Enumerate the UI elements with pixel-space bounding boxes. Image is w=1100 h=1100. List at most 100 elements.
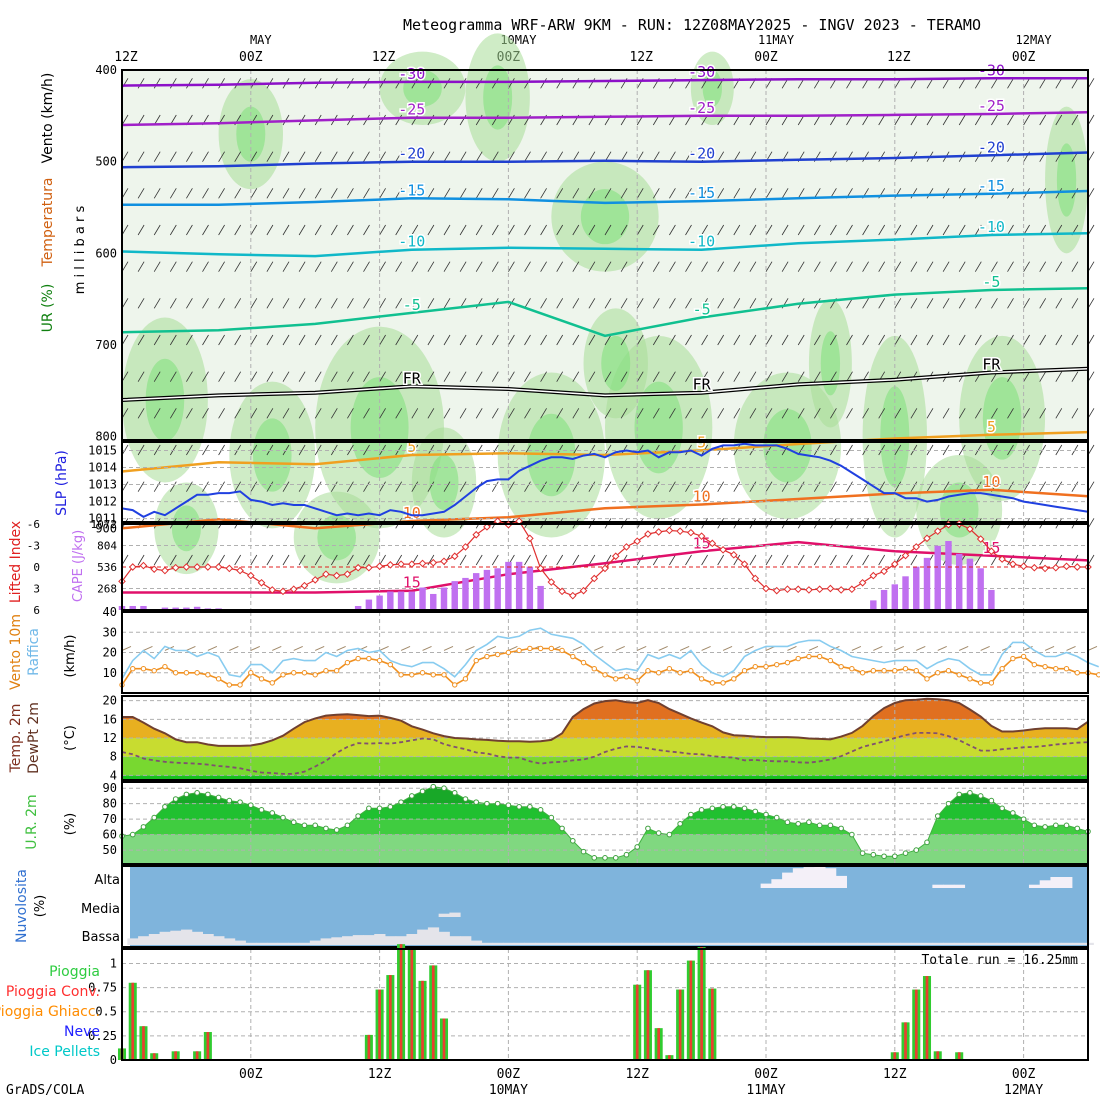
wind-barb <box>540 408 547 419</box>
rh-point <box>570 837 576 844</box>
cloud-cover-bar <box>406 934 418 945</box>
wind-barb <box>942 188 950 199</box>
wind-barb <box>991 444 998 456</box>
rh-point <box>881 853 887 860</box>
wind-barb <box>411 151 419 162</box>
wind-point <box>859 670 866 676</box>
cape-bar <box>902 576 909 610</box>
wind-barb <box>524 151 531 162</box>
wind-barb <box>813 481 821 492</box>
wind-barb <box>830 554 837 566</box>
rh-unit-label: (%) <box>63 813 78 836</box>
wind-barb <box>250 554 258 566</box>
wind-barb <box>330 408 338 419</box>
wind-point <box>355 655 361 662</box>
wind-barb <box>363 444 370 456</box>
wind-barb <box>186 371 193 382</box>
wind-point <box>1074 670 1080 676</box>
rh-point <box>816 822 823 829</box>
temp-bands <box>122 698 1088 780</box>
wind-barb <box>926 334 934 346</box>
pressure-tick-label: 700 <box>95 338 117 352</box>
wind-direction-arrow <box>379 646 389 651</box>
wind-barb <box>958 298 966 309</box>
cloud-cover-bar <box>953 884 966 888</box>
wind-barb <box>910 444 918 456</box>
wind-barb <box>910 408 918 419</box>
wind-point <box>280 672 286 678</box>
wind-barb <box>652 188 660 199</box>
wind-barb <box>572 554 580 566</box>
cape-bar <box>923 557 931 610</box>
wind-barb <box>669 444 676 456</box>
wind-barb <box>411 334 419 346</box>
wind-barb <box>701 188 708 199</box>
wind-barb <box>733 298 741 309</box>
wind-barb <box>1023 481 1030 492</box>
isotherm-label: -30 <box>688 63 715 81</box>
rh-point <box>151 814 157 821</box>
cloud-cover-bar <box>1039 942 1051 945</box>
wind-point <box>398 672 404 678</box>
wind-barb <box>669 298 676 309</box>
wind-barb <box>620 481 628 492</box>
pressure-tick-label: 500 <box>95 155 117 169</box>
li-point <box>633 537 642 546</box>
humidity-core <box>1056 143 1077 217</box>
wind-barb <box>395 481 403 492</box>
wind-point <box>248 670 254 676</box>
conv-rain-bar <box>399 944 403 1060</box>
wind-point <box>698 676 705 682</box>
wind-barb <box>1039 114 1047 126</box>
wind-barb <box>153 261 161 272</box>
wind-barb <box>363 224 370 236</box>
wind-point <box>913 668 919 674</box>
wind-barb <box>282 371 290 382</box>
wind-barb <box>363 481 370 492</box>
cloud-cover-bar <box>867 942 880 945</box>
wind-barb <box>636 188 644 199</box>
wind-barb <box>347 334 354 346</box>
wind-barb <box>427 188 435 199</box>
wind-barb <box>781 188 789 199</box>
freezing-line-inner <box>121 368 1089 401</box>
rh-point <box>183 791 190 798</box>
wind-point <box>516 647 522 654</box>
cloud-cover-bar <box>438 913 450 917</box>
li-point <box>880 567 888 576</box>
wind-barb <box>524 408 531 419</box>
cloud-cover-bar <box>331 937 343 945</box>
wind-barb <box>1055 188 1063 199</box>
cloud-cover-bar <box>578 942 590 945</box>
wind-direction-arrow <box>465 646 475 651</box>
wind-barb <box>202 334 209 346</box>
rh-point <box>1063 822 1070 829</box>
rh-point <box>827 822 834 829</box>
wind-barb <box>395 261 403 272</box>
cloud-cover-bar <box>556 942 568 945</box>
wind-barb <box>958 444 966 456</box>
wind-barb <box>137 224 145 236</box>
wind-barb <box>411 481 419 492</box>
rh-point <box>623 851 630 858</box>
wind-barb <box>250 151 258 162</box>
wind-barb <box>314 554 322 566</box>
cloud-cover-bar <box>245 942 257 945</box>
wind-barb <box>942 408 950 419</box>
isotherm-line <box>121 430 1089 473</box>
wind-direction-arrow <box>722 646 733 651</box>
wind-barb <box>1039 261 1047 272</box>
isotherm-line <box>121 151 1089 169</box>
cloud-cover-bar <box>449 936 461 945</box>
li-point <box>976 535 985 543</box>
wind-barb <box>379 298 386 309</box>
wind-barb <box>1055 481 1063 492</box>
wind-barb <box>604 408 612 419</box>
cape-bar <box>387 591 394 610</box>
cloud-cover-bar <box>878 942 890 945</box>
wind-barb <box>733 188 741 199</box>
isotherm-label: -5 <box>403 296 421 314</box>
wind-barb <box>1055 444 1063 456</box>
wind-barb <box>153 371 161 382</box>
wind-direction-arrow <box>422 646 432 651</box>
